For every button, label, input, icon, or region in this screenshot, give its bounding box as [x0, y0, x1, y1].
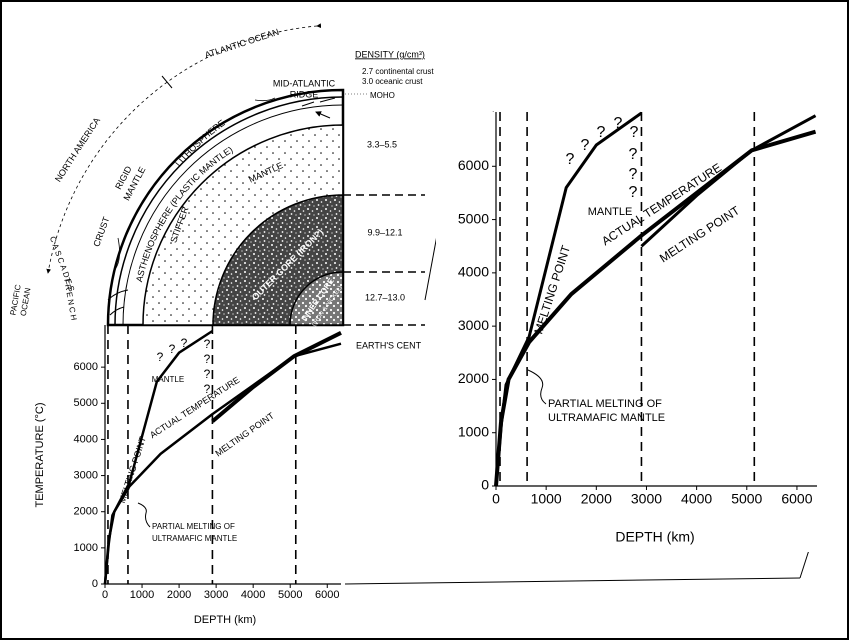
- x-tick-label: 4000: [681, 491, 712, 507]
- annotation: PARTIAL MELTING OF: [152, 522, 235, 531]
- annotation: MANTLE: [588, 206, 633, 218]
- x-tick-label: 5000: [278, 589, 302, 601]
- x-tick-label: 2000: [167, 589, 191, 601]
- x-tick-label: 3000: [631, 491, 662, 507]
- y-tick-label: 4000: [74, 433, 98, 445]
- question-mark: ?: [566, 151, 575, 168]
- label: 2.7 continental crust: [362, 67, 434, 76]
- label: RIDGE: [290, 89, 319, 99]
- question-mark: ?: [204, 352, 211, 366]
- label: DENSITY (g/cm³): [355, 49, 425, 59]
- annotation: PARTIAL MELTING OF: [548, 398, 662, 410]
- question-mark: ?: [629, 184, 638, 201]
- x-axis-title: DEPTH (km): [194, 614, 256, 626]
- y-tick-label: 4000: [458, 264, 489, 280]
- x-tick-label: 2000: [581, 491, 612, 507]
- y-tick-label: 3000: [74, 469, 98, 481]
- figure: ATLANTIC OCEAN NORTH AMERICA PACIFIC OCE…: [0, 0, 849, 640]
- x-tick-label: 5000: [731, 491, 762, 507]
- question-mark: ?: [204, 337, 211, 351]
- y-tick-label: 3000: [458, 317, 489, 333]
- question-mark: ?: [204, 367, 211, 381]
- question-mark: ?: [614, 115, 623, 132]
- x-tick-label: 0: [102, 589, 108, 601]
- y-tick-label: 5000: [74, 397, 98, 409]
- y-tick-label: 6000: [458, 157, 489, 173]
- y-tick-label: 1000: [74, 542, 98, 554]
- question-mark: ?: [597, 124, 606, 141]
- annotation: ULTRAMAFIC MANTLE: [152, 534, 237, 543]
- x-tick-label: 3000: [204, 589, 228, 601]
- y-tick-label: 6000: [74, 361, 98, 373]
- y-tick-label: 0: [92, 578, 98, 590]
- label: MOHO: [370, 91, 395, 100]
- y-tick-label: 2000: [74, 506, 98, 518]
- label: 3.3–5.5: [367, 139, 397, 149]
- x-tick-label: 0: [492, 491, 500, 507]
- y-tick-label: 5000: [458, 210, 489, 226]
- question-mark: ?: [204, 382, 211, 396]
- y-axis-title: TEMPERATURE (°C): [34, 402, 46, 507]
- label: 9.9–12.1: [367, 227, 402, 237]
- label: MID-ATLANTIC: [273, 78, 336, 88]
- question-mark: ?: [169, 342, 176, 356]
- x-tick-label: 4000: [241, 589, 265, 601]
- annotation: MANTLE: [152, 375, 184, 384]
- y-tick-label: 1000: [458, 423, 489, 439]
- label: EARTH'S CENT: [356, 340, 422, 350]
- question-mark: ?: [157, 350, 164, 364]
- y-tick-label: 2000: [458, 370, 489, 386]
- x-axis-title: DEPTH (km): [615, 529, 694, 545]
- x-tick-label: 1000: [130, 589, 154, 601]
- question-mark: ?: [629, 166, 638, 183]
- question-mark: ?: [181, 336, 188, 350]
- annotation: ULTRAMAFIC MANTLE: [548, 412, 665, 424]
- question-mark: ?: [581, 137, 590, 154]
- y-tick-label: 0: [481, 477, 489, 493]
- x-tick-label: 6000: [315, 589, 339, 601]
- question-mark: ?: [629, 146, 638, 163]
- label: 3.0 oceanic crust: [362, 77, 423, 86]
- x-tick-label: 6000: [781, 491, 812, 507]
- label: 12.7–13.0: [365, 292, 405, 302]
- question-mark: ?: [630, 124, 639, 141]
- x-tick-label: 1000: [531, 491, 562, 507]
